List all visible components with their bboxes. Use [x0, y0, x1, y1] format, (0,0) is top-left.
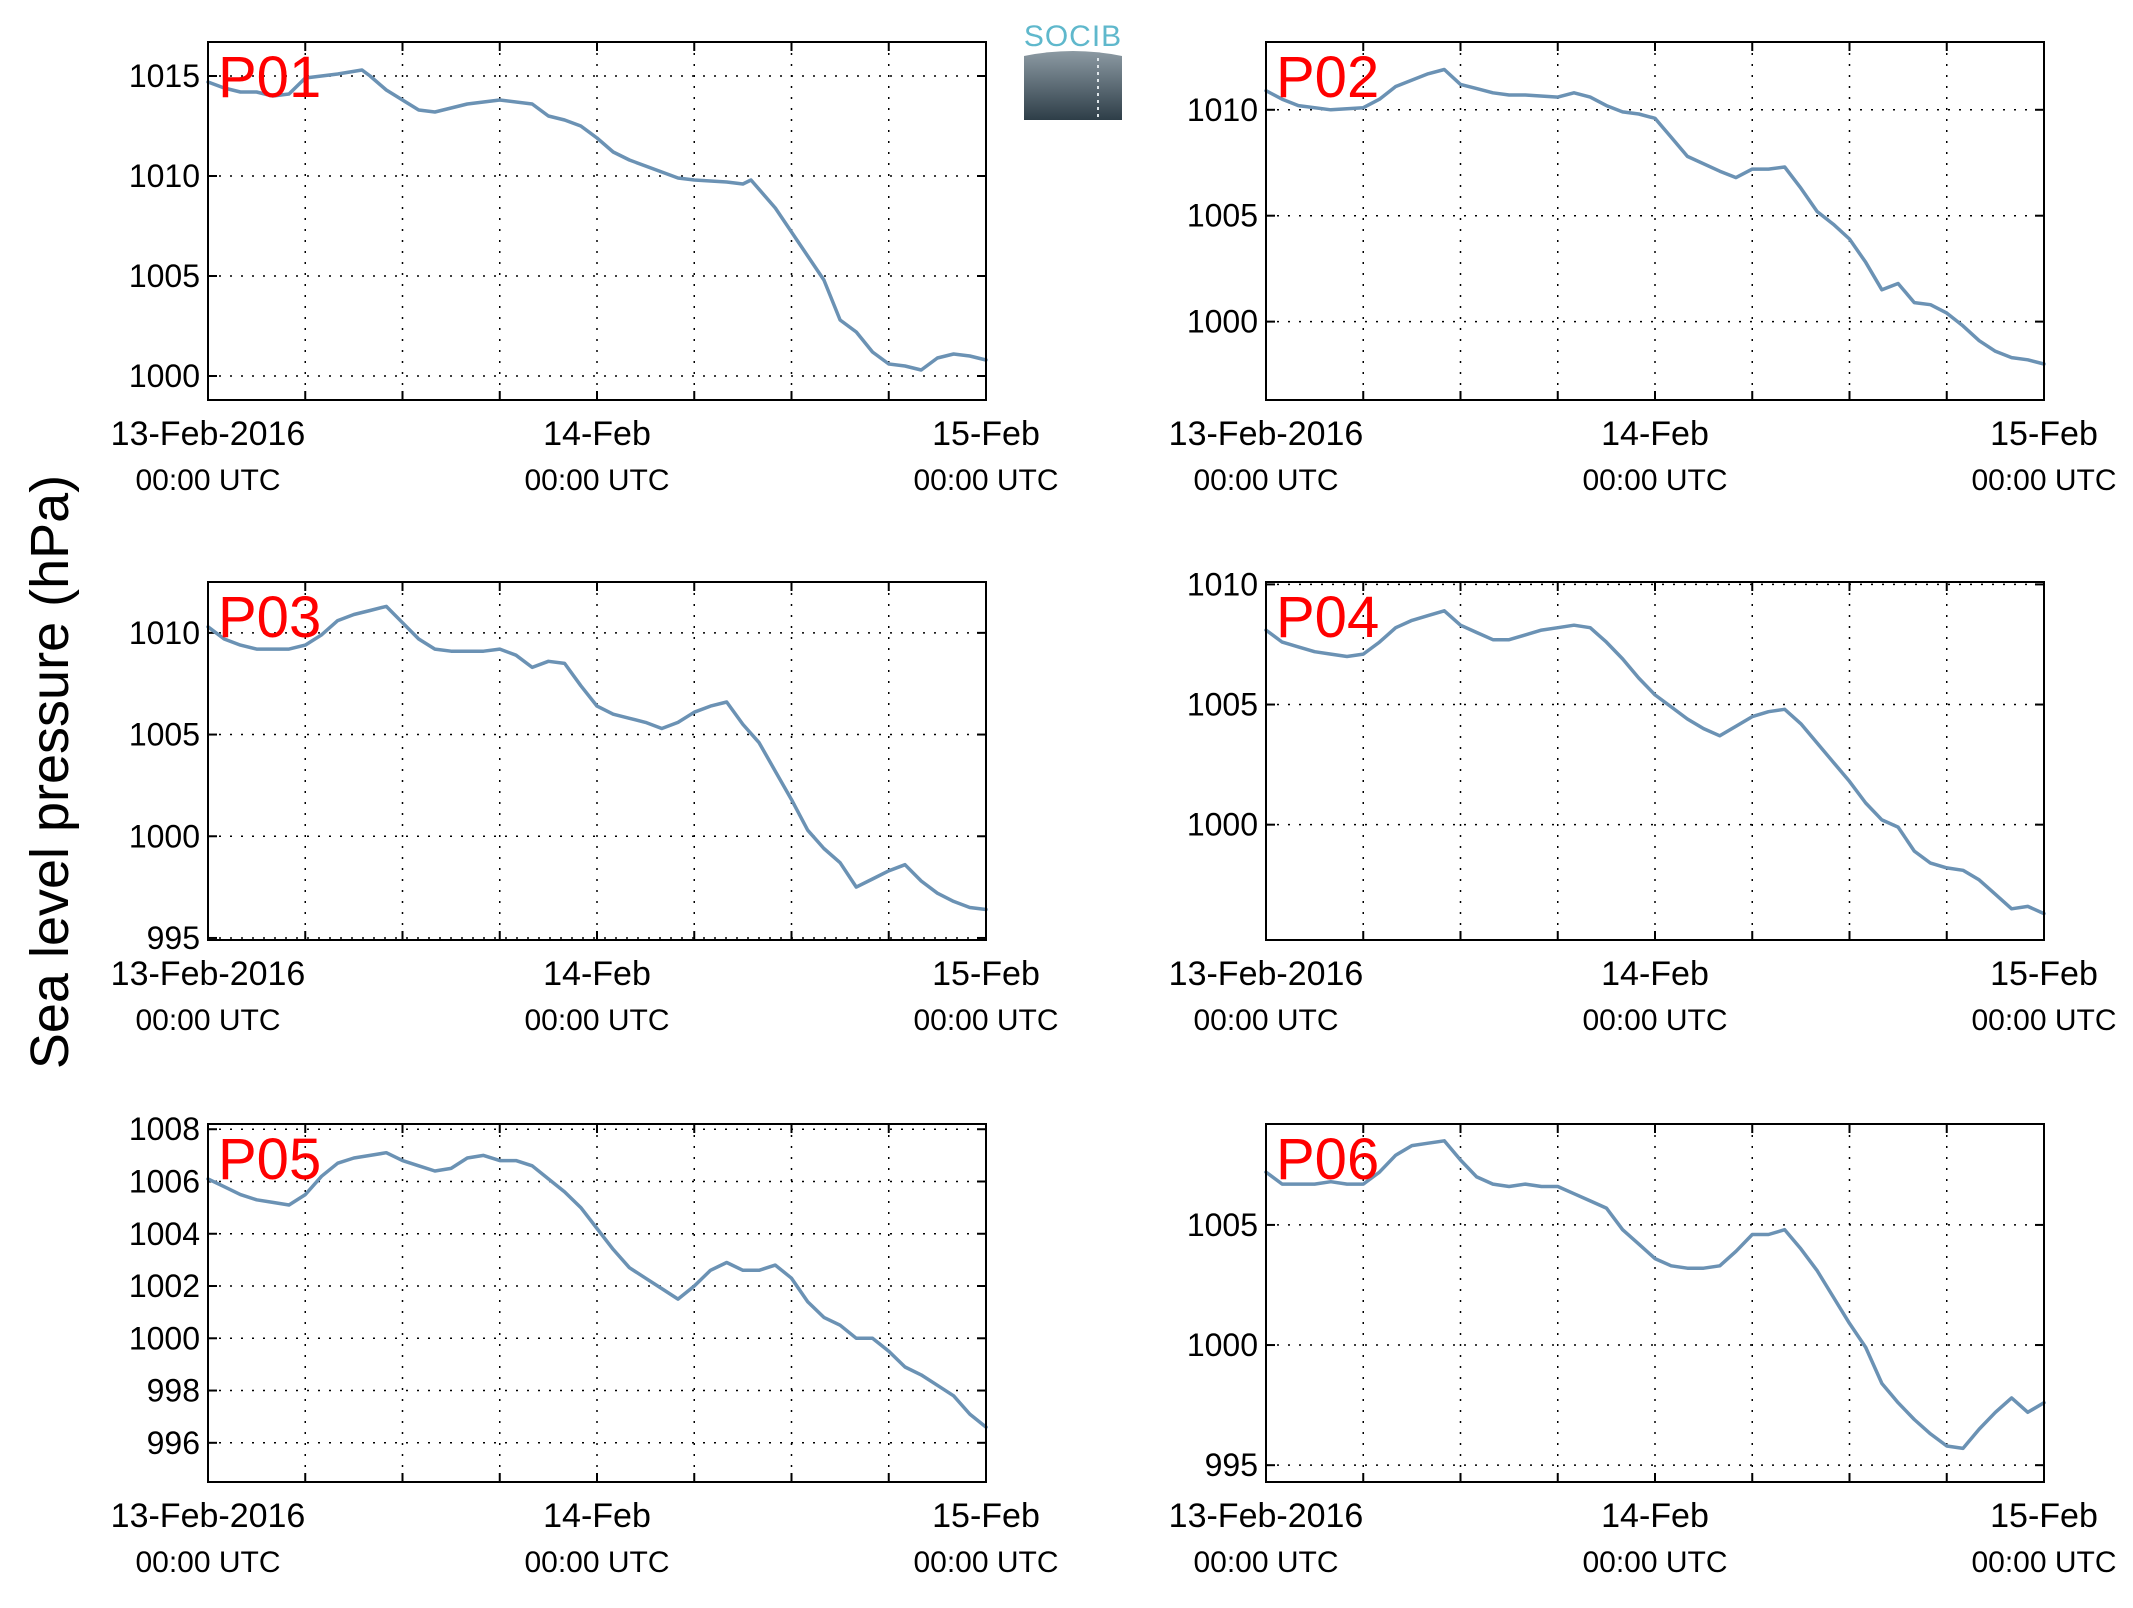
plot-frame: [1265, 1123, 2045, 1483]
y-tick-label: 1000: [129, 358, 200, 394]
panel-p02: 1000 1005 1010 P02 13-Feb-2016 00:00 UTC 14-Fe…: [1169, 41, 2117, 497]
series-line-p03: [206, 604, 988, 912]
y-tick-label: 1005: [129, 258, 200, 294]
x-date-label: 14-Feb: [1601, 415, 1709, 453]
x-time-label: 00:00 UTC: [1193, 464, 1338, 497]
y-tick-label: 995: [147, 920, 200, 956]
x-time-label: 00:00 UTC: [1971, 1546, 2116, 1579]
y-tick-label: 998: [147, 1373, 200, 1409]
series-line-p04: [1264, 609, 2046, 916]
y-tick-label: 1000: [129, 818, 200, 854]
panel-label: P04: [1276, 585, 1379, 650]
y-tick-label: 1008: [129, 1111, 200, 1147]
x-time-label: 00:00 UTC: [1193, 1546, 1338, 1579]
x-time-label: 00:00 UTC: [913, 1546, 1058, 1579]
x-date-label: 15-Feb: [1990, 1497, 2098, 1535]
y-tick-label: 1010: [129, 615, 200, 651]
x-date-label: 14-Feb: [1601, 955, 1709, 993]
x-date-label: 14-Feb: [1601, 1497, 1709, 1535]
x-time-label: 00:00 UTC: [913, 464, 1058, 497]
y-tick-label: 1000: [1187, 304, 1258, 340]
y-tick-label: 1010: [129, 158, 200, 194]
x-time-label: 00:00 UTC: [1193, 1004, 1338, 1037]
series-line-p05: [206, 1150, 988, 1429]
series-line-p02: [1264, 67, 2046, 366]
y-tick-label: 1010: [1187, 92, 1258, 128]
y-tick-label: 1006: [129, 1163, 200, 1199]
y-tick-label: 1010: [1187, 566, 1258, 602]
panel-label: P02: [1276, 45, 1379, 110]
x-time-label: 00:00 UTC: [135, 1004, 280, 1037]
x-date-label: 15-Feb: [1990, 955, 2098, 993]
panel-label: P03: [218, 585, 321, 650]
x-date-label: 15-Feb: [932, 955, 1040, 993]
panel-label: P05: [218, 1127, 321, 1192]
panel-p06: 995 1000 1005 P06 13-Feb-2016 00:00 UTC 14-Feb…: [1169, 1123, 2117, 1579]
y-tick-label: 1005: [1187, 1207, 1258, 1243]
x-date-label: 15-Feb: [932, 1497, 1040, 1535]
panel-p04: 1000 1005 1010 P04 13-Feb-2016 00:00 UTC 14-Fe…: [1169, 566, 2117, 1037]
panel-label: P01: [218, 45, 321, 110]
y-tick-label: 1005: [1187, 687, 1258, 723]
y-tick-label: 1000: [1187, 807, 1258, 843]
x-time-label: 00:00 UTC: [913, 1004, 1058, 1037]
y-tick-label: 1004: [129, 1216, 200, 1252]
y-tick-label: 995: [1205, 1447, 1258, 1483]
series-line-p01: [206, 68, 988, 372]
x-time-label: 00:00 UTC: [135, 464, 280, 497]
x-date-label: 15-Feb: [1990, 415, 2098, 453]
y-tick-label: 1002: [129, 1268, 200, 1304]
x-date-label: 13-Feb-2016: [111, 955, 306, 993]
x-date-label: 13-Feb-2016: [111, 415, 306, 453]
y-tick-label: 1015: [129, 58, 200, 94]
x-time-label: 00:00 UTC: [524, 1546, 669, 1579]
x-date-label: 14-Feb: [543, 1497, 651, 1535]
x-time-label: 00:00 UTC: [524, 464, 669, 497]
x-time-label: 00:00 UTC: [1971, 1004, 2116, 1037]
socib-logo: SOCIB: [1024, 20, 1122, 120]
y-tick-label: 1000: [1187, 1327, 1258, 1363]
x-time-label: 00:00 UTC: [524, 1004, 669, 1037]
plot-frame: [1265, 41, 2045, 401]
logo-text: SOCIB: [1024, 20, 1122, 53]
plot-frame: [207, 41, 987, 401]
x-date-label: 13-Feb-2016: [1169, 1497, 1364, 1535]
panel-label: P06: [1276, 1127, 1379, 1192]
panel-p03: 995 1000 1005 1010 P03 13-Feb-2016 00:00 UTC 14…: [111, 581, 1059, 1037]
y-tick-label: 1005: [129, 717, 200, 753]
y-tick-label: 996: [147, 1425, 200, 1461]
plot-frame: [207, 1123, 987, 1483]
x-time-label: 00:00 UTC: [1582, 464, 1727, 497]
x-date-label: 13-Feb-2016: [1169, 955, 1364, 993]
x-date-label: 13-Feb-2016: [1169, 415, 1364, 453]
x-time-label: 00:00 UTC: [135, 1546, 280, 1579]
y-tick-label: 1000: [129, 1320, 200, 1356]
x-date-label: 13-Feb-2016: [111, 1497, 306, 1535]
x-time-label: 00:00 UTC: [1582, 1546, 1727, 1579]
series-line-p06: [1264, 1139, 2046, 1451]
y-tick-label: 1005: [1187, 198, 1258, 234]
x-date-label: 14-Feb: [543, 955, 651, 993]
panel-p05: 996 998 1000 1002 1004 1006 1008 P05 13-Feb-2016…: [111, 1111, 1059, 1579]
plot-frame: [1265, 581, 2045, 941]
x-time-label: 00:00 UTC: [1582, 1004, 1727, 1037]
x-time-label: 00:00 UTC: [1971, 464, 2116, 497]
x-date-label: 15-Feb: [932, 415, 1040, 453]
plot-frame: [207, 581, 987, 941]
panel-p01: 1000 1005 1010 1015 P01 13-Feb-2016 00:00 UTC 1…: [111, 41, 1059, 497]
x-date-label: 14-Feb: [543, 415, 651, 453]
y-axis-label: Sea level pressure (hPa): [20, 475, 80, 1069]
